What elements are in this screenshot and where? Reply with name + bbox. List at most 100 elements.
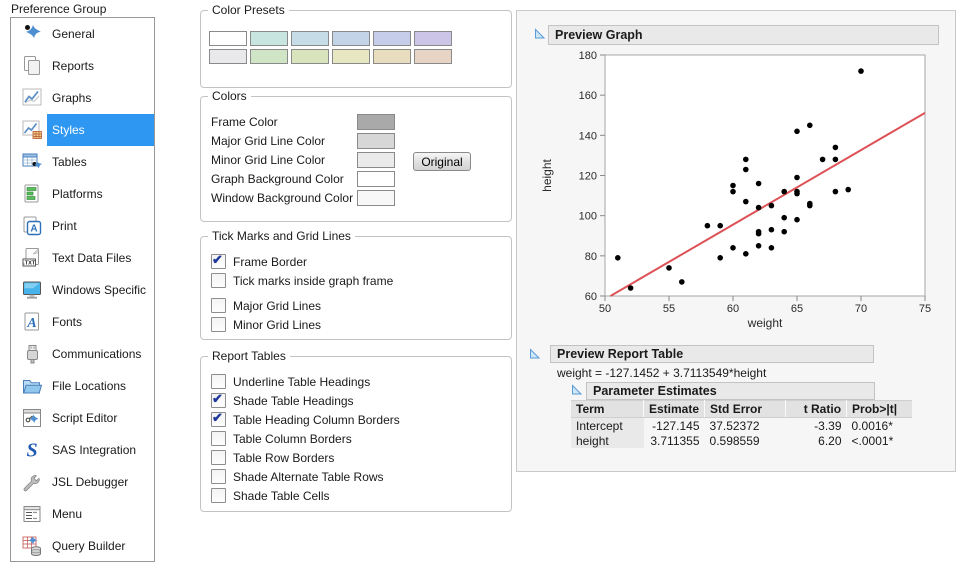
sidebar-item-label: Windows Specific xyxy=(52,283,147,297)
color-preset-swatch-3[interactable] xyxy=(291,31,329,46)
minor-grid-line-color-swatch[interactable] xyxy=(357,152,395,168)
color-preset-swatch-7[interactable] xyxy=(209,49,247,64)
wrench-icon xyxy=(23,475,40,492)
frame-border-checkbox[interactable] xyxy=(211,252,226,269)
major-grid-lines-checkbox[interactable] xyxy=(211,298,226,313)
sidebar-item-windows-specific[interactable]: Windows Specific xyxy=(11,274,154,306)
sidebar-item-jsl-debugger[interactable]: JSL Debugger xyxy=(11,466,154,498)
colors-title: Colors xyxy=(208,89,251,103)
svg-text:75: 75 xyxy=(919,303,931,315)
sidebar-item-query-builder[interactable]: Query Builder xyxy=(11,530,154,561)
regression-equation: weight = -127.1452 + 3.7113549*height xyxy=(557,366,767,380)
major-grid-line-color-swatch[interactable] xyxy=(357,133,395,149)
sidebar-item-text-data-files[interactable]: .TXT Text Data Files xyxy=(11,242,154,274)
svg-text:A: A xyxy=(26,316,36,331)
sidebar-item-platforms[interactable]: Platforms xyxy=(11,178,154,210)
table-cell: height xyxy=(571,433,644,448)
table-heading-column-borders-checkbox[interactable] xyxy=(211,410,226,427)
sidebar-item-tables[interactable]: Tables xyxy=(11,146,154,178)
color-preset-swatch-10[interactable] xyxy=(332,49,370,64)
minor-grid-lines-checkbox[interactable] xyxy=(211,317,226,332)
report-tables-title: Report Tables xyxy=(208,349,290,363)
option-table-row-borders[interactable]: Table Row Borders xyxy=(211,448,511,467)
column-header-prob-t: Prob>|t| xyxy=(846,400,913,418)
color-setting-row-frame-color: Frame Color xyxy=(211,114,395,130)
color-preset-swatch-1[interactable] xyxy=(209,31,247,46)
checkbox-label: Table Column Borders xyxy=(233,431,352,446)
sidebar-item-general[interactable]: General xyxy=(11,18,154,50)
report-tables-group: Report Tables Underline Table Headings Sh… xyxy=(200,349,512,512)
color-setting-label: Frame Color xyxy=(211,115,278,129)
option-minor-grid-lines[interactable]: Minor Grid Lines xyxy=(211,315,511,334)
sidebar-item-label: Query Builder xyxy=(52,539,126,553)
color-preset-swatch-5[interactable] xyxy=(373,31,411,46)
frame-color-swatch[interactable] xyxy=(357,114,395,130)
sidebar-item-graphs[interactable]: Graphs xyxy=(11,82,154,114)
preview-report-disclosure-icon[interactable] xyxy=(529,348,541,359)
table-cell: 0.0016* xyxy=(851,418,893,433)
sas-icon: S xyxy=(26,440,37,462)
shade-table-cells-checkbox[interactable] xyxy=(211,488,226,503)
sidebar-item-styles[interactable]: Styles xyxy=(11,114,154,146)
color-preset-swatch-11[interactable] xyxy=(373,49,411,64)
shade-table-headings-checkbox[interactable] xyxy=(211,391,226,408)
option-frame-border[interactable]: Frame Border xyxy=(211,252,511,271)
option-table-column-borders[interactable]: Table Column Borders xyxy=(211,429,511,448)
sidebar-item-sas-integration[interactable]: S SAS Integration xyxy=(11,434,154,466)
color-preset-swatch-9[interactable] xyxy=(291,49,329,64)
txt-file-icon: .TXT xyxy=(22,247,39,267)
query-db-icon xyxy=(22,536,41,557)
table-column-borders-checkbox[interactable] xyxy=(211,431,226,446)
preference-group-list: General Reports Graphs Styles Tables Platform… xyxy=(10,17,155,562)
svg-text:height: height xyxy=(540,158,554,191)
column-header-t-ratio: t Ratio xyxy=(785,400,848,418)
svg-text:A: A xyxy=(30,224,37,235)
preview-panel: Preview Graph 50 55 60 65 70 75 60 80 100 120 140 1… xyxy=(516,10,956,472)
sidebar-item-label: Communications xyxy=(52,347,142,361)
parameter-estimates-disclosure-icon[interactable] xyxy=(571,384,583,395)
option-tick-marks-inside-graph-frame[interactable]: Tick marks inside graph frame xyxy=(211,271,511,290)
sidebar-item-label: Menu xyxy=(52,507,83,521)
color-preset-swatch-8[interactable] xyxy=(250,49,288,64)
option-table-heading-column-borders[interactable]: Table Heading Column Borders xyxy=(211,410,511,429)
checkbox-label: Frame Border xyxy=(233,254,308,269)
preview-report-table-header[interactable]: Preview Report Table xyxy=(550,345,874,363)
option-major-grid-lines[interactable]: Major Grid Lines xyxy=(211,296,511,315)
parameter-estimates-table: Term Estimate Std Error t Ratio Prob>|t| Inte… xyxy=(571,400,913,448)
preview-graph-header[interactable]: Preview Graph xyxy=(548,25,939,45)
graph-background-color-swatch[interactable] xyxy=(357,171,395,187)
color-preset-swatch-4[interactable] xyxy=(332,31,370,46)
tick-marks-inside-graph-frame-checkbox[interactable] xyxy=(211,273,226,288)
sidebar-item-label: Graphs xyxy=(52,91,92,105)
svg-text:50: 50 xyxy=(599,303,611,315)
table-row-borders-checkbox[interactable] xyxy=(211,450,226,465)
sidebar-item-reports[interactable]: Reports xyxy=(11,50,154,82)
original-button[interactable]: Original xyxy=(413,152,471,171)
parameter-estimates-header[interactable]: Parameter Estimates xyxy=(586,382,875,400)
sidebar-item-print[interactable]: A Print xyxy=(11,210,154,242)
table-cell: 6.20 xyxy=(818,433,842,448)
option-shade-alternate-table-rows[interactable]: Shade Alternate Table Rows xyxy=(211,467,511,486)
color-preset-swatch-2[interactable] xyxy=(250,31,288,46)
table-cell: 37.52372 xyxy=(709,418,760,433)
sidebar-item-communications[interactable]: Communications xyxy=(11,338,154,370)
colors-group: Colors Frame Color Major Grid Line Color M… xyxy=(200,89,512,222)
sidebar-item-fonts[interactable]: A Fonts xyxy=(11,306,154,338)
table-cell: -127.145 xyxy=(652,418,700,433)
window-background-color-swatch[interactable] xyxy=(357,190,395,206)
sidebar-item-label: SAS Integration xyxy=(52,443,137,457)
sidebar-item-script-editor[interactable]: Script Editor xyxy=(11,402,154,434)
checkbox-label: Minor Grid Lines xyxy=(233,317,322,332)
shade-alternate-table-rows-checkbox[interactable] xyxy=(211,469,226,484)
color-preset-swatch-6[interactable] xyxy=(414,31,452,46)
option-shade-table-headings[interactable]: Shade Table Headings xyxy=(211,391,511,410)
color-preset-swatch-12[interactable] xyxy=(414,49,452,64)
checkbox-label: Shade Alternate Table Rows xyxy=(233,469,384,484)
underline-table-headings-checkbox[interactable] xyxy=(211,374,226,389)
sidebar-item-menu[interactable]: Menu xyxy=(11,498,154,530)
option-shade-table-cells[interactable]: Shade Table Cells xyxy=(211,486,511,505)
preview-graph-disclosure-icon[interactable] xyxy=(534,28,546,39)
sidebar-item-file-locations[interactable]: File Locations xyxy=(11,370,154,402)
usb-plug-icon xyxy=(27,345,38,364)
option-underline-table-headings[interactable]: Underline Table Headings xyxy=(211,372,511,391)
